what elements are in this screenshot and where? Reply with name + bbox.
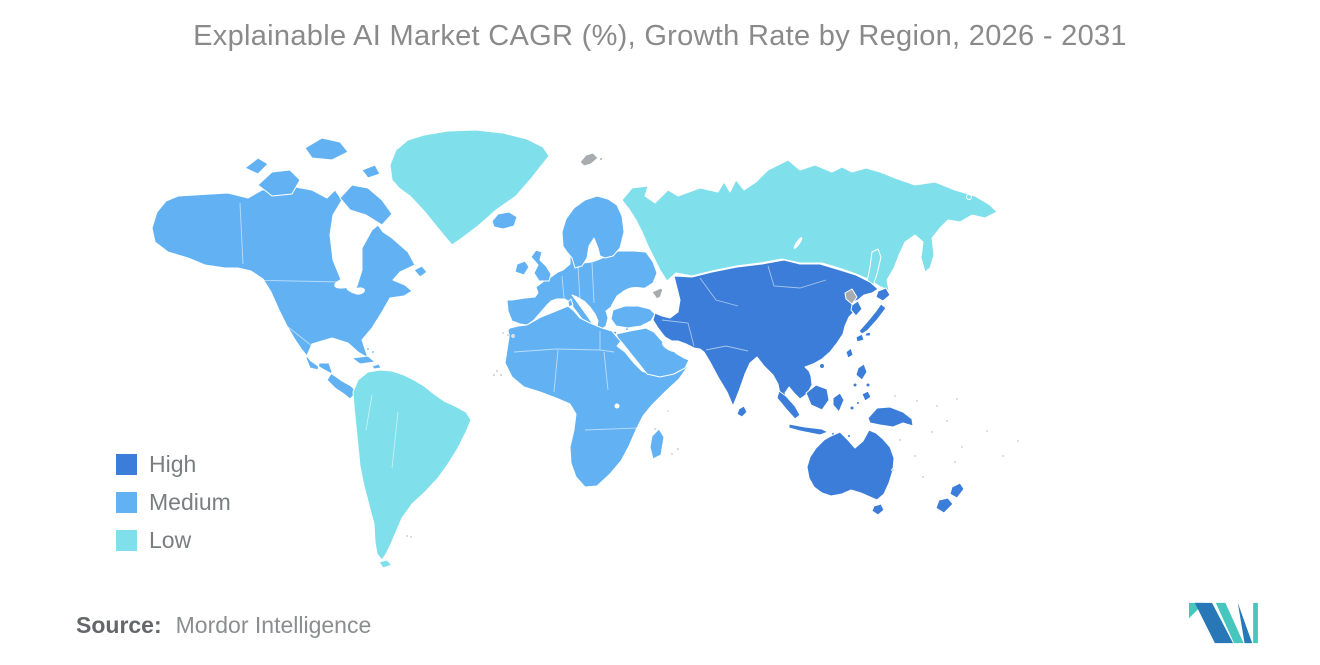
legend-swatch-low — [116, 530, 137, 551]
source-label: Source: — [76, 612, 162, 638]
legend-item-medium: Medium — [116, 489, 231, 515]
logo-teal-bar — [1253, 602, 1258, 644]
logo-blue-diagonal — [1194, 602, 1234, 644]
source-line: Source: Mordor Intelligence — [76, 612, 371, 639]
seas-and-lakes — [334, 237, 803, 409]
mordor-intelligence-logo — [1189, 602, 1258, 644]
chart-title: Explainable AI Market CAGR (%), Growth R… — [193, 20, 1127, 52]
region-greenland — [389, 129, 550, 246]
region-russia — [621, 159, 998, 292]
legend: High Medium Low — [116, 451, 231, 568]
region-north-america — [151, 137, 428, 400]
legend-item-high: High — [116, 451, 231, 477]
legend-item-low: Low — [116, 527, 231, 553]
legend-label-high: High — [149, 451, 197, 477]
region-africa-middle-east — [416, 305, 690, 488]
logo-teal-diagonal — [1215, 602, 1244, 644]
legend-label-medium: Medium — [149, 489, 231, 515]
country-borders — [239, 202, 827, 469]
legend-label-low: Low — [149, 527, 192, 553]
region-australia-nz — [806, 429, 965, 516]
source-text: Mordor Intelligence — [175, 612, 372, 638]
region-asia-high — [652, 259, 914, 438]
legend-swatch-medium — [116, 492, 137, 513]
region-europe — [491, 195, 658, 337]
region-south-america — [352, 369, 472, 569]
legend-swatch-high — [116, 454, 137, 475]
